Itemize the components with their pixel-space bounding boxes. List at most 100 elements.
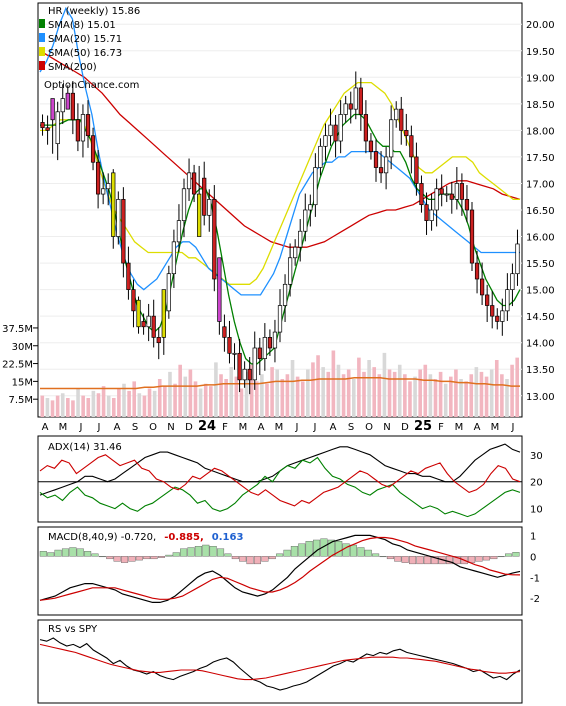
candle-body [237,352,242,381]
adx-series-di [39,454,521,507]
price-ytick-label: 13.00 [526,392,555,403]
volume-bar [351,379,356,417]
volume-bar [515,357,519,417]
macd-histogram-bar [313,539,321,557]
macd-histogram-bar [121,556,129,563]
volume-bar [198,388,203,417]
price-ytick-label: 18.00 [526,126,555,137]
candle-body [277,305,283,333]
volume-bar [336,364,341,417]
macd-signal-value: -0.885, [164,532,204,543]
volume-bar [489,369,494,417]
candle-body [257,347,262,359]
macd-histogram-bar [505,553,513,557]
volume-bar [219,374,223,417]
price-ytick-label: 17.50 [526,153,555,164]
price-ytick-label: 18.50 [526,100,555,111]
macd-ytick-label: 1 [530,531,536,542]
candle-body [353,87,358,110]
volume-bar [122,383,126,417]
volume-bar [260,374,264,417]
volume-bar [408,381,412,417]
macd-histogram-bar [143,556,151,560]
macd-histogram-bar [172,552,180,557]
volume-bar [163,386,167,417]
macd-histogram-bar [372,553,380,557]
x-axis-label: J [295,422,299,433]
volume-bar [357,357,361,417]
macd-histogram-bar [54,549,62,557]
volume-bar [249,364,254,417]
candle-body [338,114,343,142]
volume-bar [209,386,213,417]
price-ytick-label: 15.00 [526,286,555,297]
candle-body [515,243,520,275]
macd-histogram-bar [231,556,239,560]
candle-body [469,209,475,264]
candle-body [394,108,399,121]
macd-histogram-bar [239,556,247,562]
x-axis-label: J [511,422,515,433]
candle-body [232,352,237,355]
volume-bar [413,376,417,417]
macd-histogram-bar [91,553,99,557]
candle-body [156,337,161,344]
volume-bar [203,383,208,417]
volume-bar [469,374,474,417]
volume-bar [500,374,504,417]
volume-bar [300,381,305,417]
price-ytick-label: 16.00 [526,233,555,244]
macd-histogram-bar [113,556,121,562]
macd-ytick-label: -2 [530,594,540,605]
candle-body [75,119,81,142]
macd-histogram-bar [453,556,461,565]
legend-sma200: SMA(200) [48,62,97,73]
macd-histogram-bar [497,556,505,558]
candle-body [500,310,505,322]
macd-histogram-bar [357,547,365,557]
legend-swatch-sma8 [39,19,45,28]
candle-body [242,368,247,381]
candle-body [378,167,384,174]
candle-body [171,241,177,275]
volume-bar [505,379,509,417]
volume-bar [55,395,60,417]
price-ytick-label: 19.50 [526,47,555,58]
x-axis-label: A [114,422,121,433]
adx-series-di [39,456,521,518]
candle-body [424,204,429,221]
price-ytick-label: 14.00 [526,339,555,350]
candle-body [485,294,490,306]
macd-histogram-bar [468,556,476,563]
volume-bar [423,364,428,417]
candle-body [409,135,414,158]
volume-ytick-label: 30M [12,342,33,353]
volume-bar [275,369,279,417]
volume-ytick-label: 7.5M [8,395,33,406]
volume-bar [479,371,484,417]
x-axis-label: O [365,422,373,433]
candle-body [303,209,308,232]
macd-histogram-bar [394,556,402,562]
candle-body [60,98,65,113]
volume-bar [86,398,91,417]
macd-histogram-bar [268,556,276,560]
candle-body [404,130,409,137]
volume-bar [372,367,377,417]
x-axis-label: O [149,422,157,433]
macd-histogram-bar [320,538,328,557]
price-ytick-label: 14.50 [526,312,555,323]
candle-body [282,283,288,306]
macd-histogram-bar [290,546,298,557]
candle-body [414,156,419,184]
candle-body [191,172,197,195]
volume-sma-line [40,377,520,390]
x-axis-label: F [438,422,444,433]
price-ytick-label: 19.00 [526,73,555,84]
macd-histogram-bar [150,556,158,560]
candle-body [252,347,257,381]
candle-body [373,151,379,168]
candle-body [45,127,50,131]
legend-sma20: SMA(20) 15.71 [48,34,122,45]
candle-body [181,188,187,221]
